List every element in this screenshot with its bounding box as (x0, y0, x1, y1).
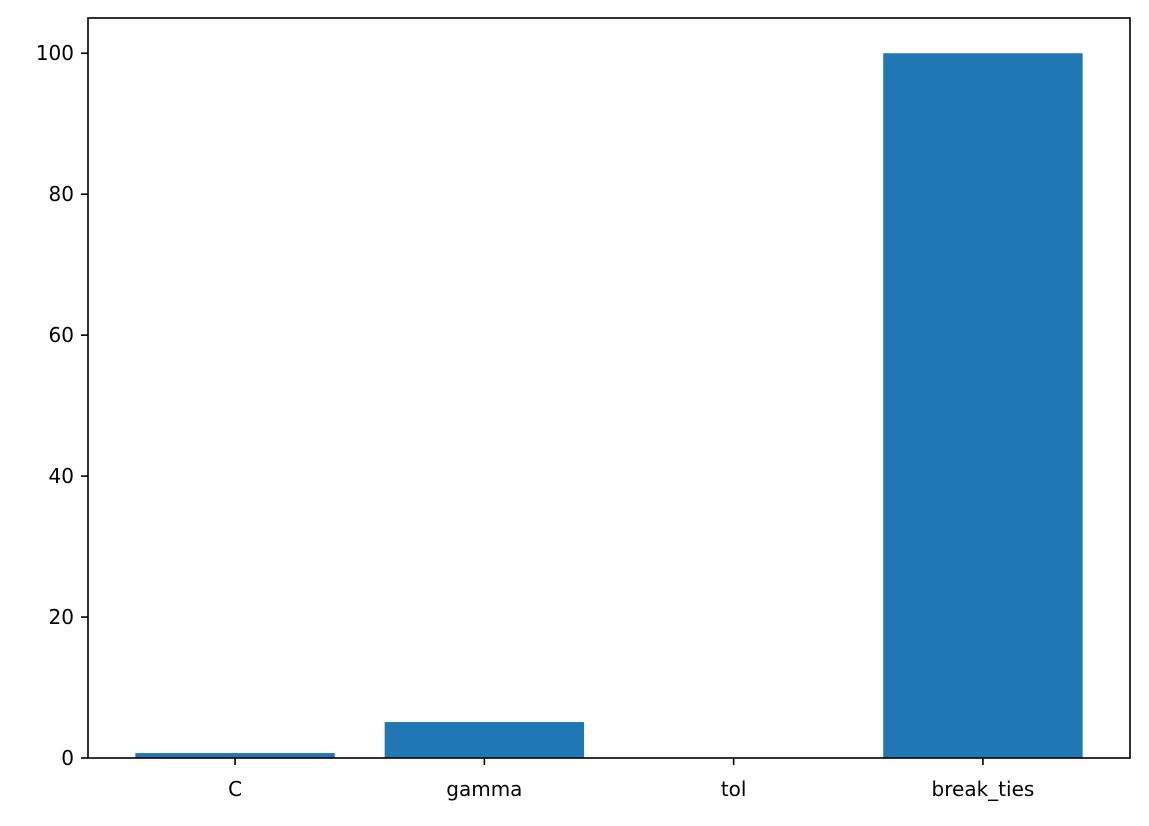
bar-gamma (384, 722, 585, 758)
x-tick-label: break_ties (932, 777, 1035, 801)
bar-C (135, 753, 335, 758)
y-tick-label: 20 (49, 605, 74, 629)
y-tick-label: 80 (49, 182, 74, 206)
axes-frame (87, 17, 1131, 759)
y-tick-label: 40 (49, 464, 74, 488)
x-tick-label: gamma (446, 777, 522, 801)
y-tick-label: 60 (49, 323, 74, 347)
bar-break_ties (883, 53, 1083, 758)
x-tick-label: tol (721, 777, 747, 801)
x-tick-label: C (228, 777, 242, 801)
y-axis: 0 20 40 60 80 100 (36, 41, 88, 770)
y-tick-label: 0 (61, 746, 74, 770)
bars-layer (135, 53, 1083, 758)
y-tick-label: 100 (36, 41, 74, 65)
